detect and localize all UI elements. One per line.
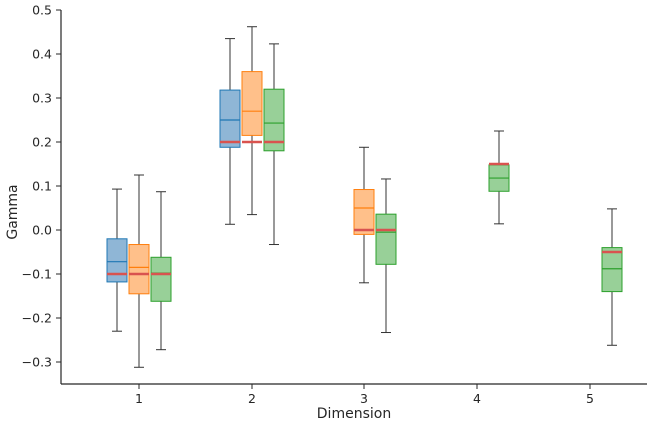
box-series-group xyxy=(106,26,623,368)
iqr-box xyxy=(219,89,241,148)
iqr-box xyxy=(106,238,128,283)
iqr-box xyxy=(128,244,150,295)
iqr-box xyxy=(263,88,285,152)
x-tick-label: 1 xyxy=(135,391,143,406)
y-tick-label: −0.2 xyxy=(22,311,52,326)
series-blue-box-dim-1 xyxy=(106,188,128,332)
series-green-box-dim-1 xyxy=(150,191,172,351)
y-tick-label: −0.3 xyxy=(22,355,52,370)
y-tick-label: 0.4 xyxy=(32,47,52,62)
x-tick-label: 2 xyxy=(248,391,256,406)
y-axis: −0.3 −0.2 −0.1 0.0 0.1 0.2 0.3 0.4 0.5 xyxy=(22,3,62,384)
y-tick-label: 0.1 xyxy=(32,179,52,194)
y-tick-label: 0.2 xyxy=(32,135,52,150)
x-axis: 1 2 3 4 5 xyxy=(61,383,647,406)
series-green-box-dim-5 xyxy=(601,208,623,346)
series-green-box-dim-2 xyxy=(263,43,285,246)
series-orange-box-dim-1 xyxy=(128,174,150,368)
series-green-box-dim-4 xyxy=(488,130,510,225)
iqr-box xyxy=(241,71,263,136)
series-blue-box-dim-2 xyxy=(219,38,241,225)
y-tick-label: 0.3 xyxy=(32,91,52,106)
iqr-box xyxy=(375,213,397,265)
y-tick-label: 0.0 xyxy=(32,223,52,238)
x-tick-label: 4 xyxy=(473,391,481,406)
x-tick-label: 3 xyxy=(360,391,368,406)
x-axis-title: Dimension xyxy=(317,406,391,422)
iqr-box xyxy=(150,256,172,302)
series-orange-box-dim-3 xyxy=(353,146,375,284)
iqr-box xyxy=(601,247,623,293)
iqr-box xyxy=(353,189,375,235)
y-tick-label: −0.1 xyxy=(22,267,52,282)
series-orange-box-dim-2 xyxy=(241,26,263,216)
x-tick-label: 5 xyxy=(586,391,594,406)
series-green-box-dim-3 xyxy=(375,178,397,334)
y-axis-title: Gamma xyxy=(5,184,21,239)
y-tick-label: 0.5 xyxy=(32,3,52,18)
